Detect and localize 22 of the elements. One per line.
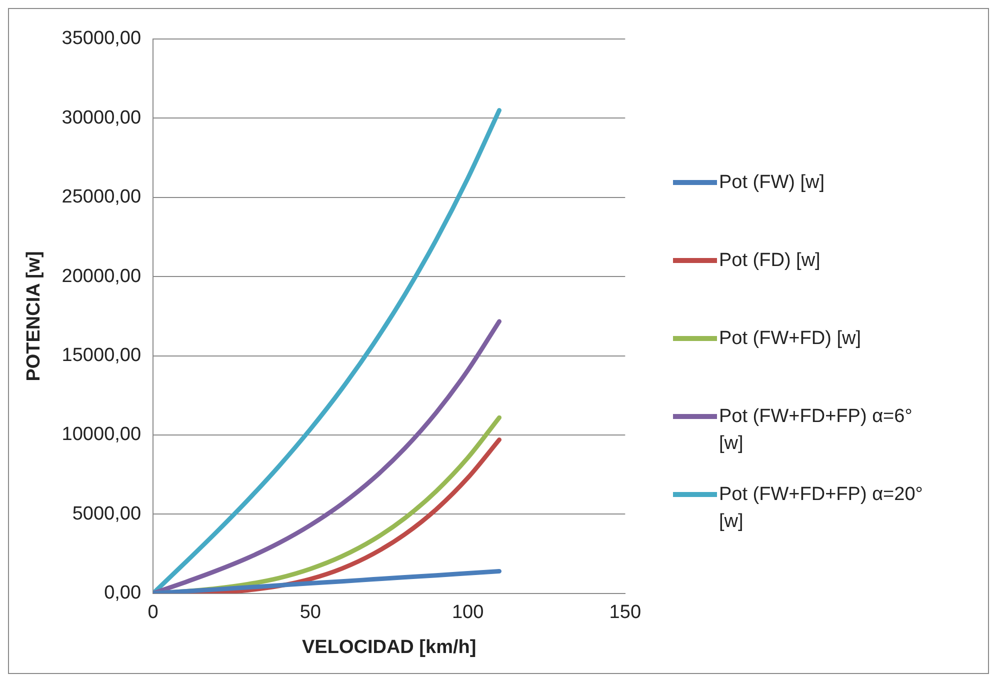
x-axis-title: VELOCIDAD [km/h]: [302, 636, 476, 658]
y-tick-label: 10000,00: [62, 424, 142, 446]
y-tick-label: 5000,00: [72, 503, 142, 524]
x-tick-label: 100: [452, 602, 484, 624]
y-tick-label: 0,00: [104, 582, 142, 604]
legend-label: Pot (FW) [w]: [719, 171, 826, 195]
y-tick-label: 35000,00: [62, 28, 142, 50]
line-series: [153, 108, 502, 594]
legend-label: Pot (FW+FD) [w]: [719, 327, 862, 351]
x-tick-label: 50: [300, 602, 321, 624]
y-tick-label: 20000,00: [62, 266, 142, 287]
y-tick-label: 30000,00: [62, 107, 142, 128]
y-tick-label: 15000,00: [62, 345, 142, 366]
legend-label: Pot (FW+FD+FP) α=20° [w]: [719, 483, 924, 534]
legend-label: Pot (FD) [w]: [719, 249, 822, 273]
legend-label: Pot (FW+FD+FP) α=6° [w]: [719, 405, 914, 456]
line-series: [153, 568, 502, 594]
line-series: [153, 319, 502, 594]
y-axis-title: POTENCIA [w]: [24, 251, 45, 382]
x-tick-label: 150: [609, 602, 641, 624]
y-tick-label: 25000,00: [62, 186, 142, 208]
x-tick-label: 0: [148, 602, 158, 624]
